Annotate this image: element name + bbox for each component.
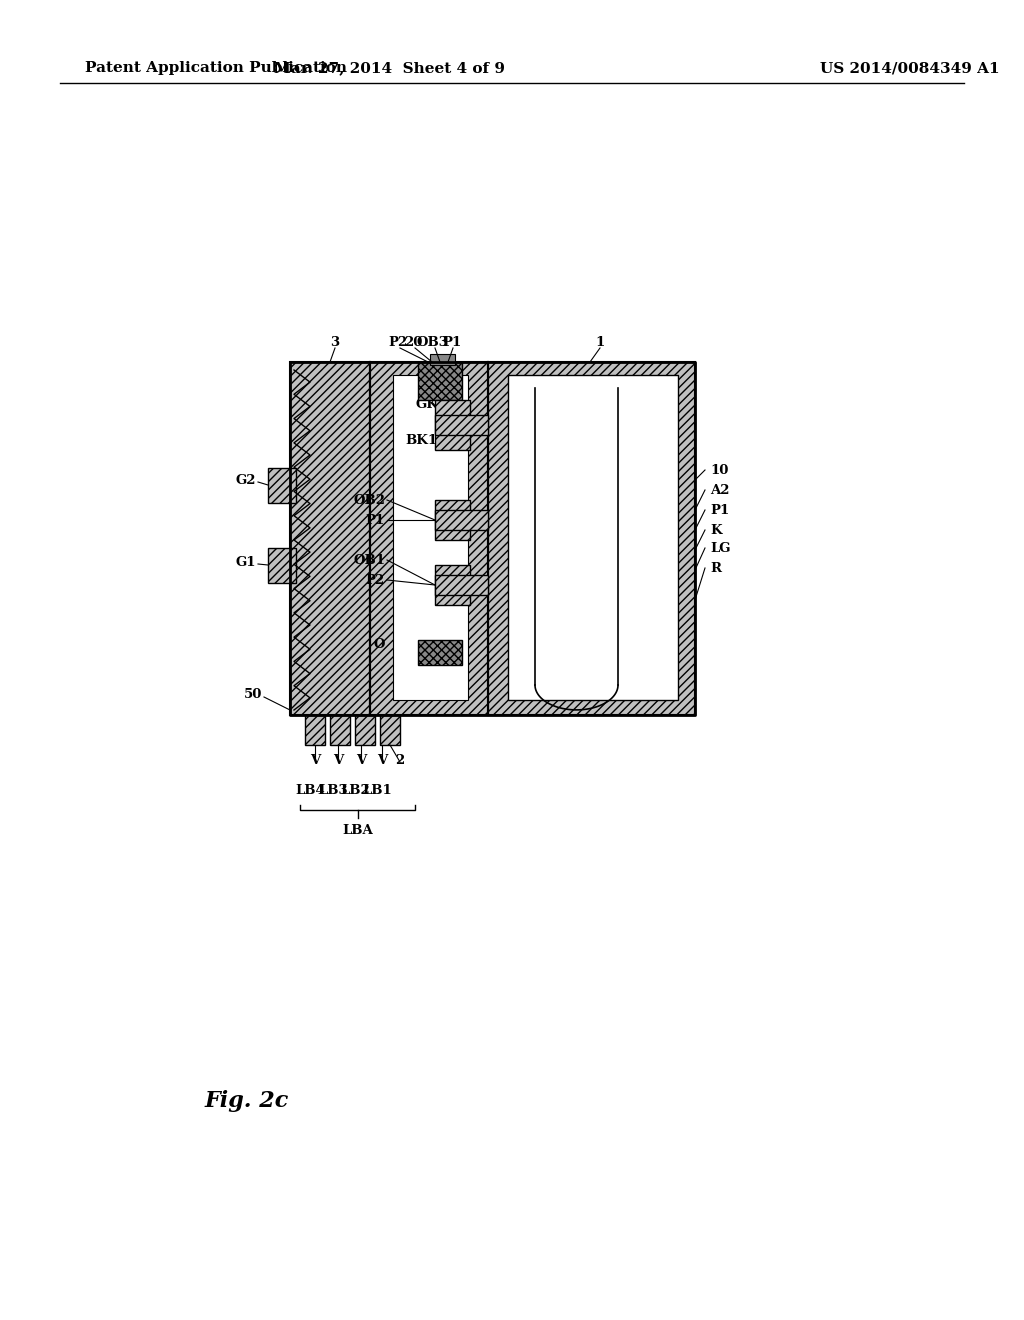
Text: V: V — [333, 754, 343, 767]
Text: G2: G2 — [236, 474, 256, 487]
Text: LB4: LB4 — [295, 784, 325, 796]
Bar — [435, 400, 470, 450]
Bar — [380, 715, 400, 744]
Text: V: V — [310, 754, 321, 767]
Bar — [355, 715, 375, 744]
Text: G1: G1 — [236, 556, 256, 569]
Bar — [305, 715, 325, 744]
Text: 50: 50 — [244, 689, 262, 701]
Text: OB1: OB1 — [353, 553, 385, 566]
Bar — [418, 362, 462, 400]
Bar — [268, 469, 296, 503]
Bar — [435, 576, 488, 595]
Text: 20: 20 — [403, 335, 422, 348]
Bar — [393, 375, 468, 700]
Text: LBA: LBA — [342, 824, 373, 837]
Bar — [290, 362, 370, 715]
Text: A2: A2 — [710, 483, 729, 496]
Bar — [370, 362, 488, 715]
Bar — [508, 375, 678, 700]
Text: K: K — [710, 524, 722, 536]
Text: LB2: LB2 — [340, 784, 370, 796]
Text: R: R — [710, 561, 721, 574]
Text: OB3: OB3 — [416, 335, 447, 348]
Text: Fig. 2c: Fig. 2c — [205, 1090, 289, 1111]
Bar — [430, 354, 455, 366]
Text: V: V — [377, 754, 387, 767]
Text: OB2: OB2 — [353, 494, 385, 507]
Text: Patent Application Publication: Patent Application Publication — [85, 61, 347, 75]
Text: LB1: LB1 — [362, 784, 392, 796]
Text: P2: P2 — [388, 335, 408, 348]
Bar — [435, 565, 470, 605]
Text: GK: GK — [415, 399, 438, 412]
Text: BK1: BK1 — [406, 433, 437, 446]
Text: P1: P1 — [710, 503, 729, 516]
Text: 10: 10 — [710, 463, 728, 477]
Bar — [418, 640, 462, 665]
Bar — [435, 510, 488, 531]
Text: 1: 1 — [595, 335, 604, 348]
Bar — [435, 500, 470, 540]
Bar — [435, 414, 488, 436]
Bar — [488, 362, 695, 715]
Text: P2: P2 — [366, 573, 385, 586]
Text: 2: 2 — [395, 754, 404, 767]
Text: 3: 3 — [331, 335, 340, 348]
Bar — [330, 715, 350, 744]
Text: O: O — [374, 639, 385, 652]
Text: US 2014/0084349 A1: US 2014/0084349 A1 — [820, 61, 999, 75]
Text: LB3: LB3 — [318, 784, 348, 796]
Text: P1: P1 — [366, 513, 385, 527]
Text: V: V — [356, 754, 367, 767]
Text: Mar. 27, 2014  Sheet 4 of 9: Mar. 27, 2014 Sheet 4 of 9 — [274, 61, 506, 75]
Bar — [268, 548, 296, 583]
Text: LG: LG — [710, 541, 730, 554]
Text: P1: P1 — [442, 335, 462, 348]
